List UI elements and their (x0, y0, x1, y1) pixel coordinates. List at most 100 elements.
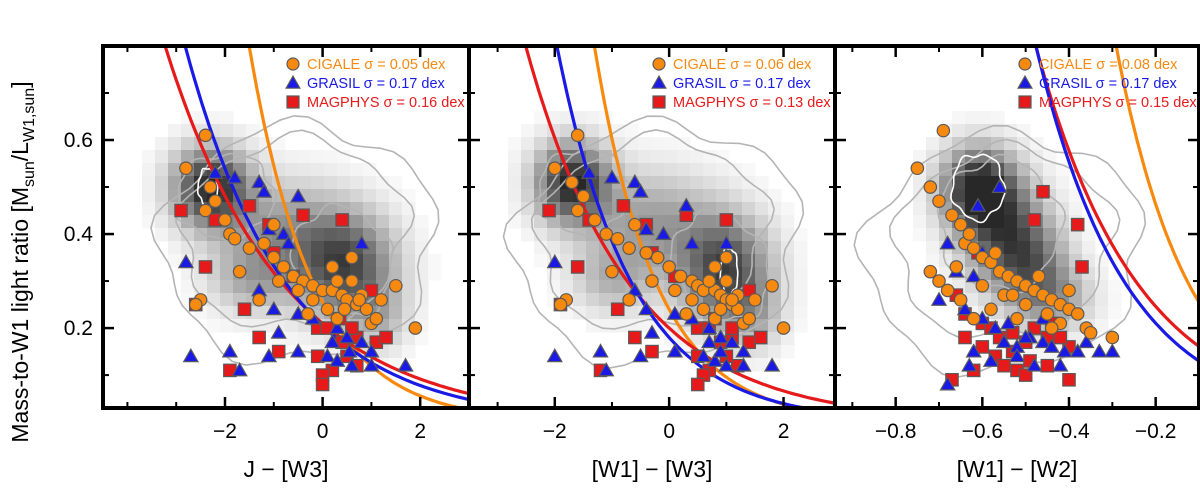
data-point (1017, 329, 1034, 344)
data-point (645, 344, 659, 359)
data-point (1018, 368, 1033, 382)
data-point (547, 161, 562, 176)
data-point (1053, 330, 1068, 345)
y-axis-label-slash: /L (7, 142, 33, 161)
y-axis-label-sub1: sun (21, 161, 38, 187)
data-point (320, 302, 335, 317)
y-axis-label-close: ] (7, 81, 33, 87)
y-tick-label: 0.6 (64, 129, 93, 152)
data-point (1091, 343, 1108, 358)
data-point (723, 333, 741, 349)
data-point (542, 203, 556, 218)
data-point (719, 250, 734, 265)
data-point (991, 178, 1008, 193)
data-point (718, 357, 735, 372)
contour-4 (536, 148, 633, 238)
data-point (610, 302, 625, 317)
data-point (250, 173, 268, 189)
plot-frame (833, 44, 1200, 410)
data-point (742, 311, 757, 326)
data-point (257, 236, 271, 251)
y-tick-label: 0.2 (64, 317, 93, 340)
data-point (553, 297, 568, 312)
y-axis-label: Mass-to-W1 light ratio [Msun/LW1,sun] (7, 81, 38, 442)
data-point (683, 235, 701, 250)
data-point (1027, 213, 1042, 227)
legend-label: GRASIL σ = 0.17 dex (307, 76, 446, 92)
data-point (374, 293, 388, 307)
fit-line-magphys (163, 46, 469, 396)
data-point (961, 357, 978, 372)
data-point (655, 225, 672, 240)
data-point (198, 203, 213, 218)
panel-3: −0.8 −0.6 −0.4 −0.2 [W1] − [W2] CIGALE σ = 0.… (833, 44, 1200, 482)
data-point (306, 293, 320, 307)
data-point (266, 217, 281, 232)
data-point (719, 274, 734, 288)
data-point (610, 231, 625, 246)
legend: CIGALE σ = 0.08 dex GRASIL σ = 0.17 dex MA… (1017, 57, 1197, 111)
data-point (343, 357, 361, 372)
data-point (702, 274, 716, 288)
data-point (725, 321, 739, 335)
plot-area (502, 46, 835, 408)
data-point (1005, 288, 1020, 302)
data-point (622, 293, 636, 307)
fit-line-grasil (183, 46, 469, 402)
data-point (369, 311, 384, 326)
x-axis-label: [W1] − [W3] (592, 456, 713, 482)
x-axis-label: [W1] − [W2] (957, 456, 1078, 482)
legend-item-grasil: GRASIL σ = 0.17 dex (285, 74, 446, 92)
data-point (363, 343, 380, 358)
contour-4 (949, 153, 1007, 224)
data-point (923, 264, 938, 279)
x-tick-label: −2 (213, 420, 237, 443)
x-tick-label: −0.8 (875, 420, 916, 443)
data-point (765, 278, 779, 293)
data-point (930, 291, 948, 306)
data-point (296, 208, 310, 223)
data-point (678, 197, 695, 212)
data-point (290, 188, 307, 203)
data-point (329, 352, 346, 367)
data-point (208, 194, 223, 208)
data-point (712, 343, 729, 358)
legend-marker (651, 74, 667, 89)
data-point (932, 274, 946, 288)
data-point (975, 340, 990, 354)
data-point (1031, 269, 1046, 284)
data-point (408, 321, 423, 335)
data-point (324, 333, 341, 349)
data-point (965, 343, 982, 358)
data-point (735, 343, 752, 358)
data-point (252, 293, 266, 307)
data-point (218, 213, 232, 227)
data-point (984, 302, 998, 317)
data-point (242, 241, 257, 255)
legend-item-cigale: CIGALE σ = 0.05 dex (286, 57, 446, 73)
data-point (953, 217, 968, 232)
data-point (221, 343, 239, 358)
data-point (949, 260, 964, 274)
data-point (359, 302, 374, 317)
data-point (718, 235, 735, 250)
data-point (341, 343, 358, 358)
series-cigale (547, 128, 791, 335)
legend-label: CIGALE σ = 0.06 dex (673, 57, 812, 73)
x-tick-label: 0 (317, 420, 329, 443)
data-point (226, 169, 243, 184)
data-point (260, 347, 278, 363)
data-point (592, 343, 609, 358)
legend-item-grasil: GRASIL σ = 0.17 dex (651, 74, 812, 92)
data-point (198, 128, 213, 143)
data-point (179, 161, 193, 176)
legend-label: GRASIL σ = 0.17 dex (673, 76, 812, 92)
data-point (599, 227, 614, 241)
series-cigale (179, 128, 423, 335)
data-point (932, 194, 946, 208)
data-point (203, 180, 218, 194)
data-point (345, 321, 359, 335)
data-point (353, 235, 370, 250)
data-point (570, 203, 585, 218)
legend: CIGALE σ = 0.06 dex GRASIL σ = 0.17 dex MA… (651, 57, 831, 111)
